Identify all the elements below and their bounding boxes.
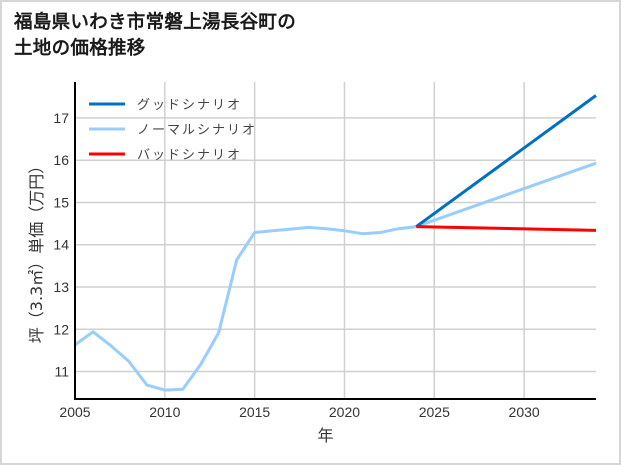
- y-tick-label: 12: [53, 321, 69, 337]
- y-tick-label: 15: [53, 194, 69, 210]
- grid-lines: [74, 82, 596, 399]
- y-tick-label: 14: [53, 237, 69, 253]
- y-tick-label: 16: [53, 152, 69, 168]
- data-series: [74, 94, 597, 392]
- tick-labels: 2005 2010 2015 2020 2025 2030 11 12 13 14 15 16 17: [53, 110, 539, 420]
- x-tick-label: 2030: [509, 404, 540, 420]
- axes: [74, 82, 596, 400]
- x-tick-label: 2005: [59, 404, 90, 420]
- chart-title-line-1: 福島県いわき市常磐上湯長谷町の: [14, 12, 297, 33]
- x-tick-label: 2025: [419, 404, 450, 420]
- series-line: [416, 225, 597, 232]
- x-tick-label: 2015: [239, 404, 270, 420]
- series-line: [74, 161, 597, 392]
- legend-label: ノーマルシナリオ: [137, 123, 257, 138]
- chart-title-line-2: 土地の価格推移: [14, 38, 146, 59]
- y-tick-label: 17: [53, 110, 69, 126]
- legend-label: グッドシナリオ: [137, 98, 242, 113]
- series-line: [415, 94, 597, 228]
- y-tick-label: 11: [54, 364, 69, 380]
- legend-label: バッドシナリオ: [137, 148, 242, 163]
- chart-title: 福島県いわき市常磐上湯長谷町の 土地の価格推移: [14, 10, 296, 62]
- x-tick-label: 2010: [149, 404, 180, 420]
- x-axis-label: 年: [317, 426, 333, 445]
- y-tick-label: 13: [53, 279, 69, 295]
- y-axis-label: 坪（3.3㎡）単価（万円）: [27, 158, 46, 343]
- x-tick-label: 2020: [329, 404, 360, 420]
